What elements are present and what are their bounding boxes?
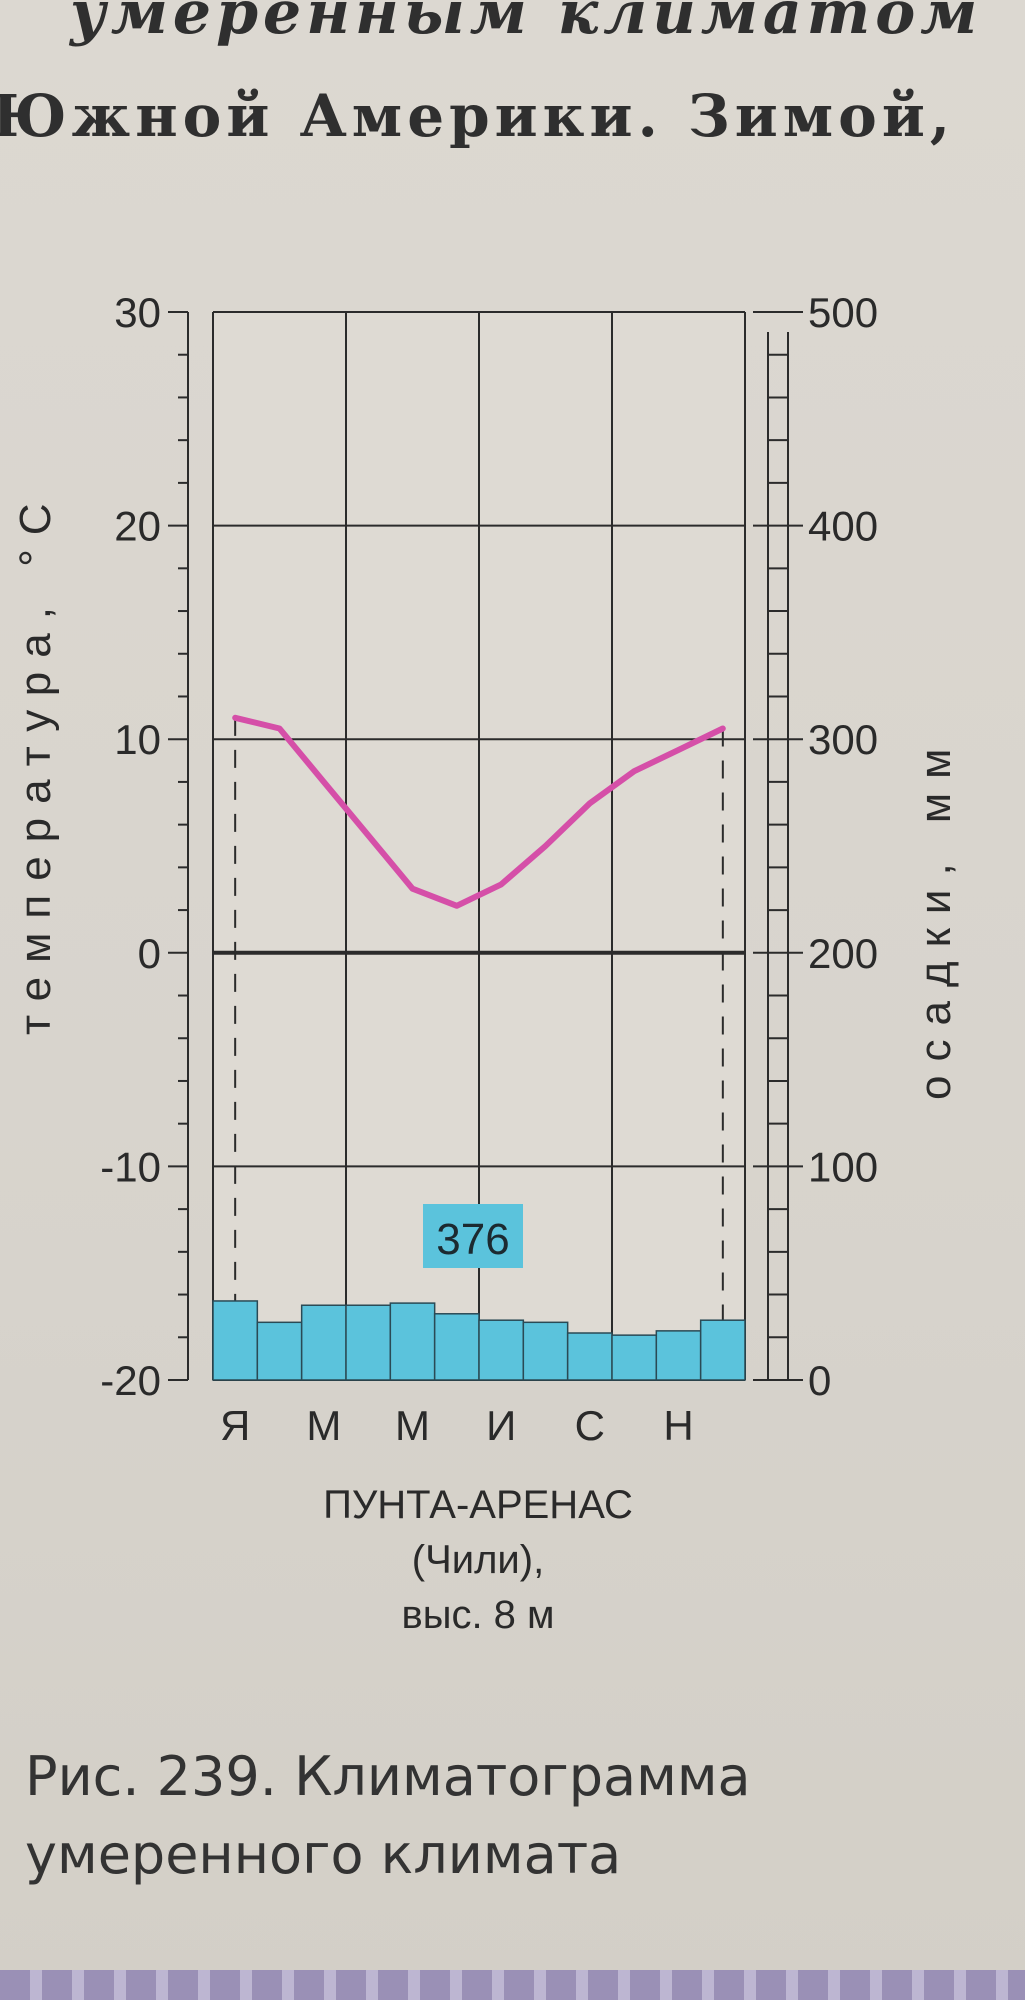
- temperature-tick-label: -10: [100, 1143, 161, 1190]
- precipitation-tick-label: 0: [808, 1357, 831, 1404]
- precipitation-tick-label: 100: [808, 1143, 878, 1190]
- precipitation-bar: [699, 1319, 746, 1381]
- precipitation-bar: [522, 1321, 569, 1381]
- month-tick-label: Н: [663, 1402, 693, 1449]
- precipitation-bar: [566, 1332, 613, 1381]
- precipitation-bars: [212, 1300, 746, 1381]
- annual-precipitation-label: 376: [436, 1215, 509, 1264]
- precipitation-scale: 500 400 300 200 100 0: [753, 289, 878, 1404]
- precipitation-tick-label: 300: [808, 716, 878, 763]
- annual-precipitation-badge: [423, 1204, 523, 1268]
- temperature-axis: 30 20 10 0 -10 -20 Я М М И С Н: [100, 289, 693, 1449]
- temperature-tick-label: -20: [100, 1357, 161, 1404]
- caption-line-1: Рис. 239. Климатограмма: [25, 1745, 751, 1808]
- temperature-tick-label: 20: [114, 503, 161, 550]
- precipitation-bar: [300, 1304, 347, 1381]
- page-edge-strip: [0, 1970, 1025, 2000]
- month-tick-label: М: [395, 1402, 430, 1449]
- precipitation-bar: [655, 1330, 702, 1381]
- temperature-tick-label: 10: [114, 716, 161, 763]
- precipitation-bar: [478, 1319, 525, 1381]
- caption-line-2: умеренного климата: [25, 1823, 622, 1886]
- top-text-line-1: умеренным климатом: [70, 0, 983, 48]
- chart-grid: [212, 311, 746, 1381]
- precipitation-bar: [256, 1321, 303, 1381]
- precipitation-bar: [433, 1313, 480, 1381]
- top-text-line-2: Южной Америки. Зимой,: [0, 82, 956, 150]
- temperature-tick-label: 0: [138, 930, 161, 977]
- month-tick-label: И: [486, 1402, 516, 1449]
- precipitation-bar: [389, 1302, 436, 1381]
- month-tick-label: М: [306, 1402, 341, 1449]
- precipitation-bar: [345, 1304, 392, 1381]
- month-tick-label: С: [575, 1402, 605, 1449]
- month-tick-label: Я: [220, 1402, 250, 1449]
- precipitation-tick-label: 500: [808, 289, 878, 336]
- temperature-tick-label: 30: [114, 289, 161, 336]
- station-elevation: выс. 8 м: [401, 1593, 554, 1637]
- temperature-line-layer: [232, 714, 726, 909]
- temperature-axis-label: температура, °С: [11, 489, 60, 1035]
- temperature-line: [232, 714, 726, 909]
- precipitation-tick-label: 200: [808, 930, 878, 977]
- precipitation-tick-label: 400: [808, 503, 878, 550]
- station-name: ПУНТА-АРЕНАС: [323, 1483, 633, 1527]
- precipitation-bar: [611, 1334, 658, 1381]
- climate-chart: 500 400 300 200 100 0 30 20 10 0 -10 -20 Я М М И С Н тем…: [11, 289, 960, 1637]
- precipitation-bar: [212, 1300, 259, 1381]
- figure-caption: Рис. 239. Климатограмма умеренного клима…: [25, 1738, 751, 1894]
- station-country: (Чили),: [412, 1538, 544, 1582]
- precipitation-axis-label: осадки, мм: [911, 735, 960, 1100]
